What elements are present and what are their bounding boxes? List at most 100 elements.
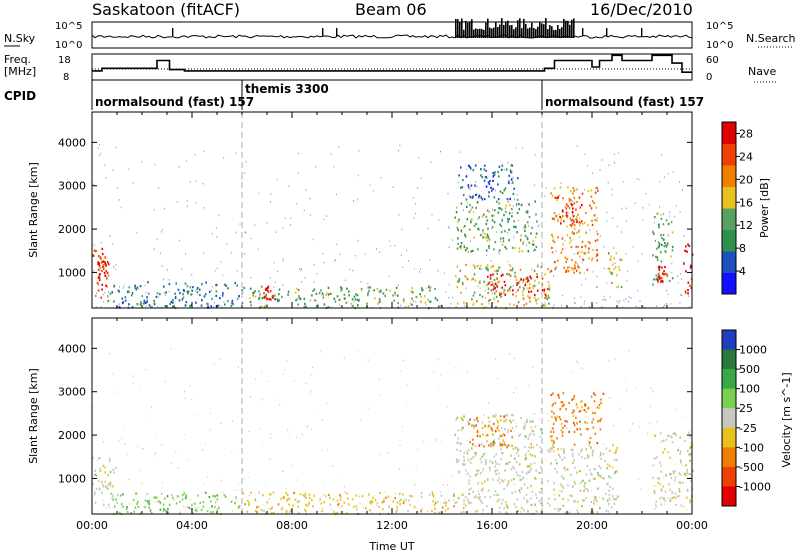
velocity-scatter-specks: [93, 348, 693, 515]
power-speck: [544, 302, 546, 304]
power-speck: [655, 215, 656, 218]
nsky-spike: [479, 28, 481, 38]
power-speck: [443, 272, 445, 275]
velocity-speck: [191, 398, 193, 401]
power-speck: [398, 284, 399, 286]
power-panel: Slant Range [km] 1000 2000 3000 4000: [27, 111, 694, 310]
power-speck: [93, 244, 95, 247]
velocity-xticks: 00:00 04:00 08:00 12:00 16:00 20:00 00:00: [76, 318, 708, 532]
velocity-speck: [675, 463, 677, 465]
power-speck: [211, 232, 213, 235]
power-speck: [122, 287, 124, 289]
velocity-speck: [118, 439, 120, 442]
power-speck: [465, 168, 467, 170]
velocity-speck: [277, 394, 279, 396]
nsky-spike: [172, 28, 174, 36]
power-speck: [526, 244, 528, 246]
power-speck: [164, 207, 165, 210]
power-speck: [485, 306, 487, 308]
power-speck: [510, 265, 512, 268]
velocity-speck: [427, 510, 428, 513]
velocity-speck: [513, 483, 515, 485]
power-speck: [144, 284, 146, 287]
power-speck: [627, 270, 628, 272]
ytick-label: 3000: [58, 386, 86, 399]
power-colorbar-swatch: [722, 229, 736, 252]
velocity-speck: [170, 462, 172, 464]
power-speck: [538, 224, 540, 227]
power-speck: [398, 150, 400, 152]
nsky-spike: [515, 27, 517, 38]
power-speck: [181, 268, 183, 270]
power-speck: [626, 279, 628, 282]
nsky-spike: [557, 25, 559, 38]
velocity-speck: [394, 493, 396, 495]
nsky-spike: [531, 22, 533, 38]
power-speck: [519, 279, 521, 282]
power-speck: [112, 243, 114, 245]
velocity-speck: [129, 503, 130, 505]
power-speck: [93, 183, 94, 185]
power-region-1: [97, 260, 109, 280]
velocity-colorbar-tick: -1000: [739, 480, 771, 493]
power-speck: [390, 245, 392, 247]
power-speck: [553, 304, 555, 306]
nsky-spike: [509, 25, 511, 38]
power-speck: [186, 200, 188, 202]
velocity-speck: [137, 445, 139, 448]
power-speck: [682, 189, 683, 191]
power-speck: [160, 231, 162, 233]
power-speck: [327, 294, 329, 297]
power-speck: [156, 238, 158, 241]
velocity-speck: [128, 478, 130, 481]
velocity-speck: [359, 502, 361, 505]
power-colorbar-swatch: [722, 272, 736, 295]
power-speck: [574, 302, 576, 304]
nsky-spike: [485, 22, 487, 38]
velocity-speck: [528, 384, 530, 387]
power-speck: [469, 188, 471, 191]
power-speck: [618, 152, 620, 155]
power-speck: [479, 287, 481, 289]
power-speck: [638, 306, 640, 309]
nsearch-label: N.Search: [746, 32, 796, 45]
velocity-speck: [219, 358, 221, 360]
velocity-speck: [465, 473, 467, 476]
velocity-speck: [320, 350, 322, 353]
velocity-speck: [305, 382, 307, 385]
power-speck: [301, 281, 303, 283]
velocity-speck: [155, 452, 157, 454]
nsky-spike: [525, 23, 527, 38]
power-speck: [507, 232, 509, 234]
velocity-speck: [513, 357, 515, 359]
power-speck: [214, 270, 216, 272]
power-region-4: [263, 285, 276, 301]
power-speck: [109, 235, 111, 237]
power-speck: [579, 236, 581, 238]
power-speck: [671, 271, 673, 274]
velocity-speck: [248, 494, 250, 497]
power-speck: [683, 261, 684, 264]
velocity-speck: [231, 451, 233, 453]
power-speck: [457, 182, 459, 184]
power-speck: [466, 201, 468, 204]
power-speck: [476, 193, 478, 195]
power-regions: [92, 164, 694, 310]
power-region-6: [458, 164, 519, 201]
velocity-colorbar-swatch: [722, 427, 736, 448]
velocity-speck: [667, 497, 669, 499]
power-speck: [589, 306, 591, 308]
cpid-label: CPID: [4, 89, 36, 103]
power-speck: [323, 218, 325, 221]
power-speck: [484, 289, 486, 292]
beam-label: Beam 06: [355, 0, 427, 19]
power-speck: [625, 220, 627, 222]
nsky-spike: [489, 27, 491, 38]
power-speck: [211, 286, 213, 288]
velocity-speck: [150, 405, 152, 408]
power-speck: [118, 303, 120, 305]
power-speck: [520, 240, 522, 242]
power-speck: [195, 180, 197, 183]
velocity-speck: [660, 487, 662, 489]
velocity-speck: [478, 469, 480, 472]
